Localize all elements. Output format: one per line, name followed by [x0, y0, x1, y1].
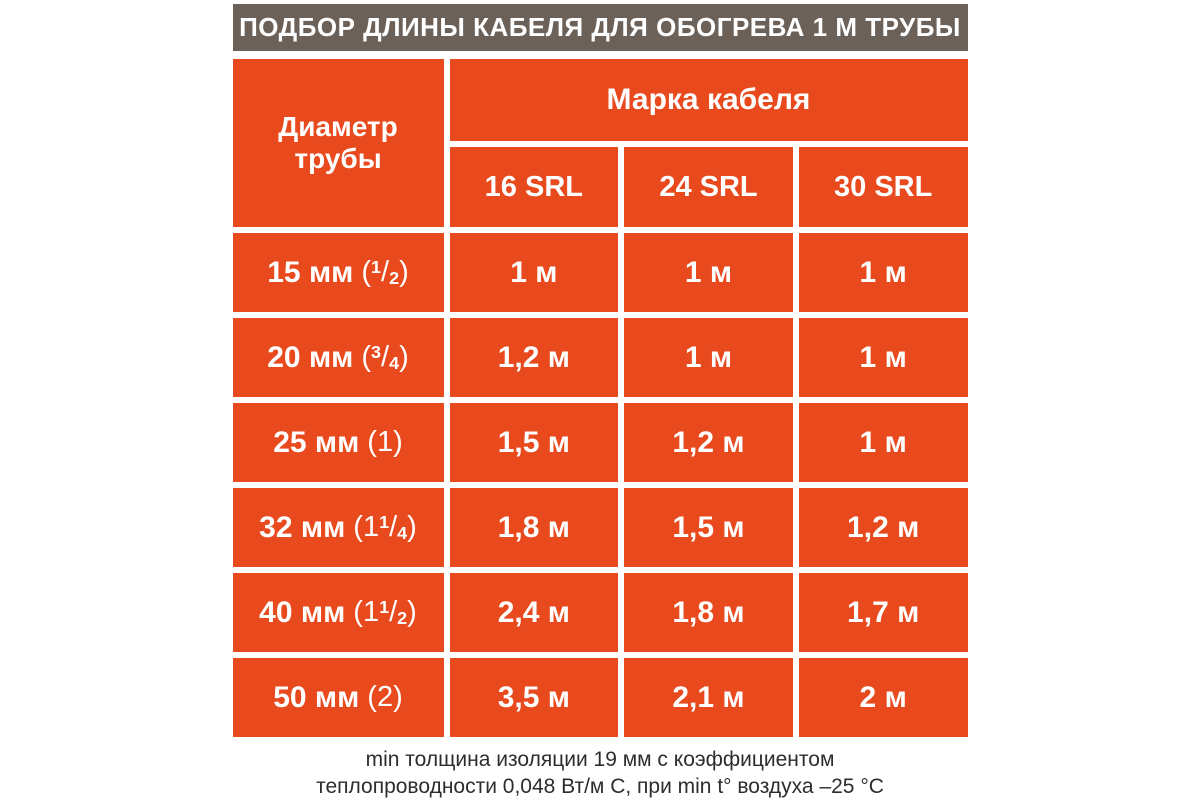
diameter-mm: 40 мм: [259, 595, 346, 629]
table-row-diameter: 15 мм (1/2): [232, 233, 444, 312]
cable-length-cell: 1,8 м: [449, 488, 619, 567]
diameter-inches: (1): [367, 426, 403, 458]
cable-length-cell: 1,2 м: [798, 488, 968, 567]
diameter-mm: 50 мм: [273, 680, 360, 714]
cable-length-cell: 1,2 м: [449, 318, 619, 397]
header-model-24srl: 24 SRL: [624, 147, 793, 227]
header-model-30srl: 30 SRL: [798, 147, 968, 227]
infographic-sheet: ПОДБОР ДЛИНЫ КАБЕЛЯ ДЛЯ ОБОГРЕВА 1 М ТРУ…: [232, 4, 968, 800]
footnote: min толщина изоляции 19 мм с коэффициент…: [233, 746, 968, 800]
table-row-diameter: 25 мм (1): [232, 403, 444, 482]
diameter-inches: (1/2): [361, 256, 409, 289]
cable-length-cell: 1,5 м: [624, 488, 793, 567]
cable-length-cell: 1 м: [449, 233, 619, 312]
diameter-inches: (11/4): [353, 511, 417, 544]
cable-length-cell: 1 м: [798, 233, 968, 312]
header-model-16srl: 16 SRL: [449, 147, 619, 227]
cable-length-cell: 1,2 м: [624, 403, 793, 482]
cable-length-cell: 1,5 м: [449, 403, 619, 482]
diameter-inches: (2): [367, 681, 403, 713]
cable-length-cell: 2 м: [798, 658, 968, 737]
title-bar: ПОДБОР ДЛИНЫ КАБЕЛЯ ДЛЯ ОБОГРЕВА 1 М ТРУ…: [232, 4, 968, 51]
cable-length-cell: 1 м: [798, 403, 968, 482]
table-row-diameter: 40 мм (11/2): [232, 573, 444, 652]
diameter-inches: (3/4): [361, 341, 409, 374]
cable-length-cell: 2,4 м: [449, 573, 619, 652]
diameter-mm: 20 мм: [267, 340, 354, 374]
cable-length-cell: 1,8 м: [624, 573, 793, 652]
header-pipe-diameter: Диаметр трубы: [232, 59, 444, 227]
page-title: ПОДБОР ДЛИНЫ КАБЕЛЯ ДЛЯ ОБОГРЕВА 1 М ТРУ…: [239, 12, 961, 42]
cable-length-cell: 1 м: [624, 318, 793, 397]
cable-length-cell: 1 м: [798, 318, 968, 397]
cable-length-cell: 2,1 м: [624, 658, 793, 737]
cable-length-cell: 1 м: [624, 233, 793, 312]
table-row-diameter: 32 мм (11/4): [232, 488, 444, 567]
cable-length-cell: 1,7 м: [798, 573, 968, 652]
diameter-mm: 15 мм: [267, 255, 354, 289]
table-row-diameter: 50 мм (2): [232, 658, 444, 737]
footnote-line-1: min толщина изоляции 19 мм с коэффициент…: [365, 748, 835, 771]
diameter-mm: 32 мм: [259, 510, 346, 544]
diameter-mm: 25 мм: [273, 425, 360, 459]
cable-length-cell: 3,5 м: [449, 658, 619, 737]
footnote-line-2: теплопроводности 0,048 Вт/м С, при min t…: [316, 775, 884, 799]
cable-length-table: Диаметр трубы Марка кабеля 16 SRL 24 SRL…: [232, 59, 968, 737]
header-cable-brand-group: Марка кабеля: [449, 59, 968, 141]
diameter-inches: (11/2): [353, 596, 417, 629]
table-row-diameter: 20 мм (3/4): [232, 318, 444, 397]
